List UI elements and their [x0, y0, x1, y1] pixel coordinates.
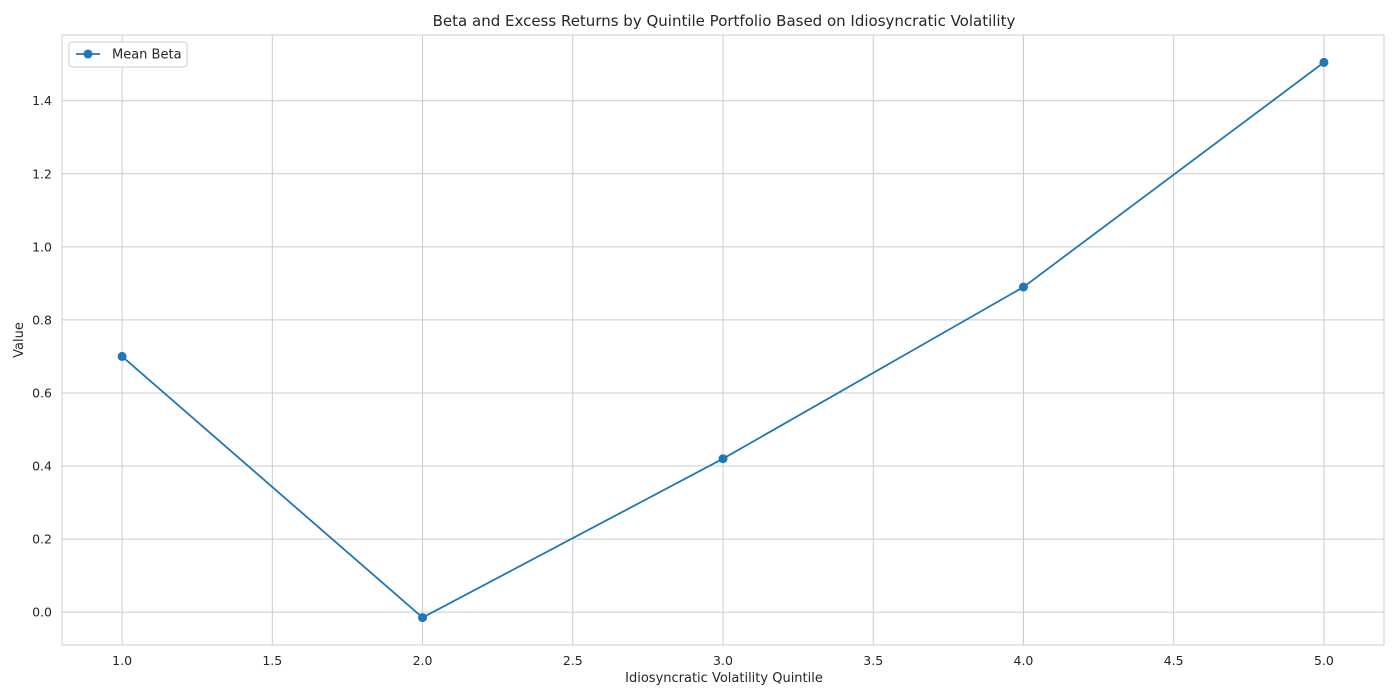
data-point [718, 454, 728, 464]
y-tick-label: 1.2 [32, 166, 52, 181]
data-point [117, 351, 127, 361]
data-point [1018, 282, 1028, 292]
x-tick-label: 4.5 [1164, 653, 1184, 668]
x-tick-label: 5.0 [1314, 653, 1334, 668]
x-tick-label: 3.0 [713, 653, 733, 668]
x-tick-label: 1.5 [262, 653, 282, 668]
x-axis-label: Idiosyncratic Volatility Quintile [625, 671, 823, 686]
legend: Mean Beta [68, 41, 188, 68]
x-tick-label: 3.5 [863, 653, 883, 668]
data-point [1319, 57, 1329, 67]
grid [62, 35, 1384, 645]
plot-area [61, 34, 1385, 646]
y-tick-label: 0.6 [32, 385, 52, 400]
legend-marker-swatch [83, 49, 93, 59]
x-tick-label: 4.0 [1014, 653, 1034, 668]
data-point [418, 613, 428, 623]
series-layer [117, 57, 1329, 623]
x-tick-label: 2.5 [563, 653, 583, 668]
y-tick-label: 1.4 [32, 93, 52, 108]
x-tick-label: 2.0 [413, 653, 433, 668]
x-axis-ticks: 1.0 1.5 2.0 2.5 3.0 3.5 4.0 4.5 5.0 [112, 653, 1334, 668]
x-tick-label: 1.0 [112, 653, 132, 668]
y-tick-label: 0.4 [32, 459, 52, 474]
y-tick-label: 1.0 [32, 239, 52, 254]
chart-title: Beta and Excess Returns by Quintile Port… [433, 12, 1016, 30]
y-axis-label: Value [12, 322, 27, 358]
legend-box [68, 41, 188, 68]
legend-entry-mean-beta: Mean Beta [112, 48, 182, 63]
y-tick-label: 0.8 [32, 312, 52, 327]
y-tick-label: 0.2 [32, 532, 52, 547]
y-tick-label: 0.0 [32, 605, 52, 620]
plot-frame [61, 34, 1385, 646]
y-axis-ticks: 0.0 0.2 0.4 0.6 0.8 1.0 1.2 1.4 [32, 93, 52, 619]
